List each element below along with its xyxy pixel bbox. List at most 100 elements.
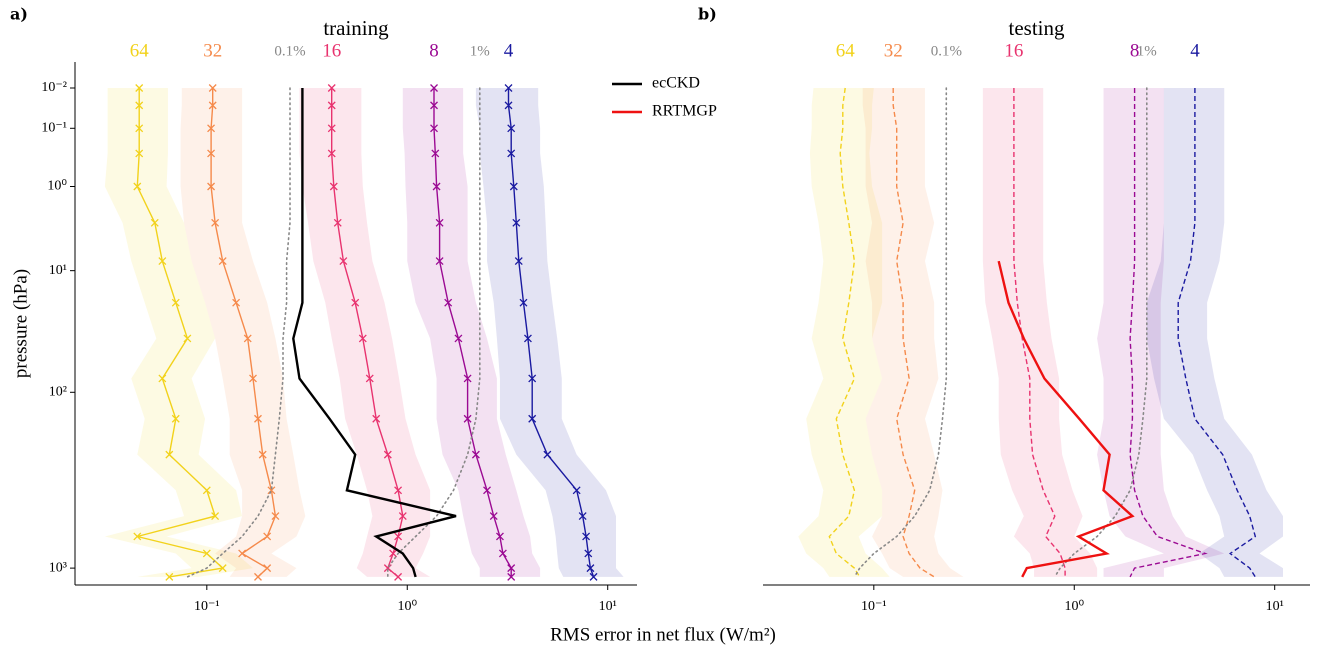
spread-band (475, 88, 624, 577)
x-marker (498, 549, 507, 558)
x-marker (584, 549, 593, 558)
x-marker (507, 564, 516, 573)
x-marker (133, 532, 142, 541)
x-marker (586, 564, 595, 573)
spread-band (1146, 88, 1284, 577)
y-tick-label: 10³ (49, 560, 67, 575)
x-marker (495, 532, 504, 541)
series-top-label: 0.1% (931, 43, 962, 59)
x-marker (327, 124, 336, 133)
series-top-label: 0.1% (274, 43, 305, 59)
x-marker (435, 218, 444, 227)
x-marker (435, 257, 444, 266)
series-top-label: 32 (884, 40, 903, 61)
profile-line (433, 88, 512, 577)
x-marker (431, 149, 440, 158)
y-tick-label: 10⁰ (47, 179, 67, 194)
x-marker (507, 572, 516, 581)
x-marker (463, 414, 472, 423)
x-marker (208, 84, 217, 92)
x-marker (507, 149, 516, 158)
x-marker (471, 450, 480, 459)
x-marker (232, 298, 241, 307)
profile-line (331, 88, 404, 578)
x-marker (489, 512, 498, 521)
x-marker (202, 549, 211, 558)
x-marker (254, 572, 262, 581)
profile-line (292, 88, 457, 578)
profile-line (1177, 88, 1257, 578)
x-tick-label: 10⁰ (397, 599, 417, 614)
x-marker (183, 334, 192, 343)
x-marker (358, 334, 367, 343)
plot-layer (104, 84, 624, 581)
x-marker (329, 182, 338, 191)
x-marker (432, 182, 441, 191)
x-tick-label: 10⁰ (1064, 599, 1084, 614)
x-marker (512, 218, 521, 227)
x-marker (165, 572, 174, 581)
profile-line (507, 88, 595, 578)
series-top-label: 8 (1130, 40, 1140, 61)
x-tick-label: 10⁻¹ (194, 599, 220, 614)
spread-band (180, 88, 306, 577)
x-marker (430, 124, 438, 133)
x-marker (327, 101, 336, 110)
spread-band (862, 88, 964, 577)
x-marker (430, 101, 438, 110)
x-axis-label: RMS error in net flux (W/m²) (550, 624, 776, 645)
x-marker (483, 486, 491, 495)
x-tick-label: 10¹ (1266, 599, 1284, 614)
spread-band (402, 88, 541, 577)
series-top-label: 64 (130, 40, 150, 61)
x-marker (333, 218, 342, 227)
series-top-label: 64 (836, 40, 856, 61)
spread-band (1097, 88, 1225, 577)
x-marker (263, 564, 272, 573)
spread-band (104, 88, 254, 577)
x-marker (150, 218, 159, 227)
series-top-label: 4 (1190, 40, 1200, 61)
x-marker (271, 512, 280, 521)
x-marker (208, 101, 217, 110)
legend-label: ecCKD (652, 75, 700, 92)
x-marker (394, 532, 403, 541)
x-marker (519, 298, 528, 307)
x-marker (339, 257, 348, 266)
profile-line (186, 87, 291, 578)
x-marker (327, 84, 336, 92)
x-marker (589, 572, 598, 581)
series-top-label: 1% (1137, 43, 1157, 59)
profile-line (853, 87, 948, 578)
x-marker (207, 182, 216, 191)
x-marker (528, 414, 537, 423)
x-marker (394, 486, 403, 495)
x-marker (383, 450, 392, 459)
x-marker (572, 486, 581, 495)
x-marker (444, 298, 453, 307)
x-marker (514, 257, 523, 266)
profile-line (828, 87, 861, 578)
x-marker (389, 549, 398, 558)
spread-band (299, 88, 431, 577)
x-marker (509, 182, 518, 191)
x-marker (238, 549, 247, 558)
profile-line (387, 87, 481, 578)
series-top-label: 32 (203, 40, 222, 61)
x-marker (507, 124, 516, 133)
y-tick-label: 10⁻² (41, 80, 67, 95)
x-tick-label: 10¹ (599, 599, 617, 614)
x-marker (351, 298, 360, 307)
x-marker (267, 486, 276, 495)
profile-line (892, 88, 935, 578)
x-marker (372, 414, 381, 423)
x-marker (207, 124, 216, 133)
profile-line (1013, 88, 1066, 577)
x-marker (171, 298, 180, 307)
x-marker (211, 512, 220, 521)
x-marker (454, 334, 463, 343)
x-marker (365, 374, 374, 383)
x-marker (135, 84, 144, 92)
x-marker (218, 257, 227, 266)
